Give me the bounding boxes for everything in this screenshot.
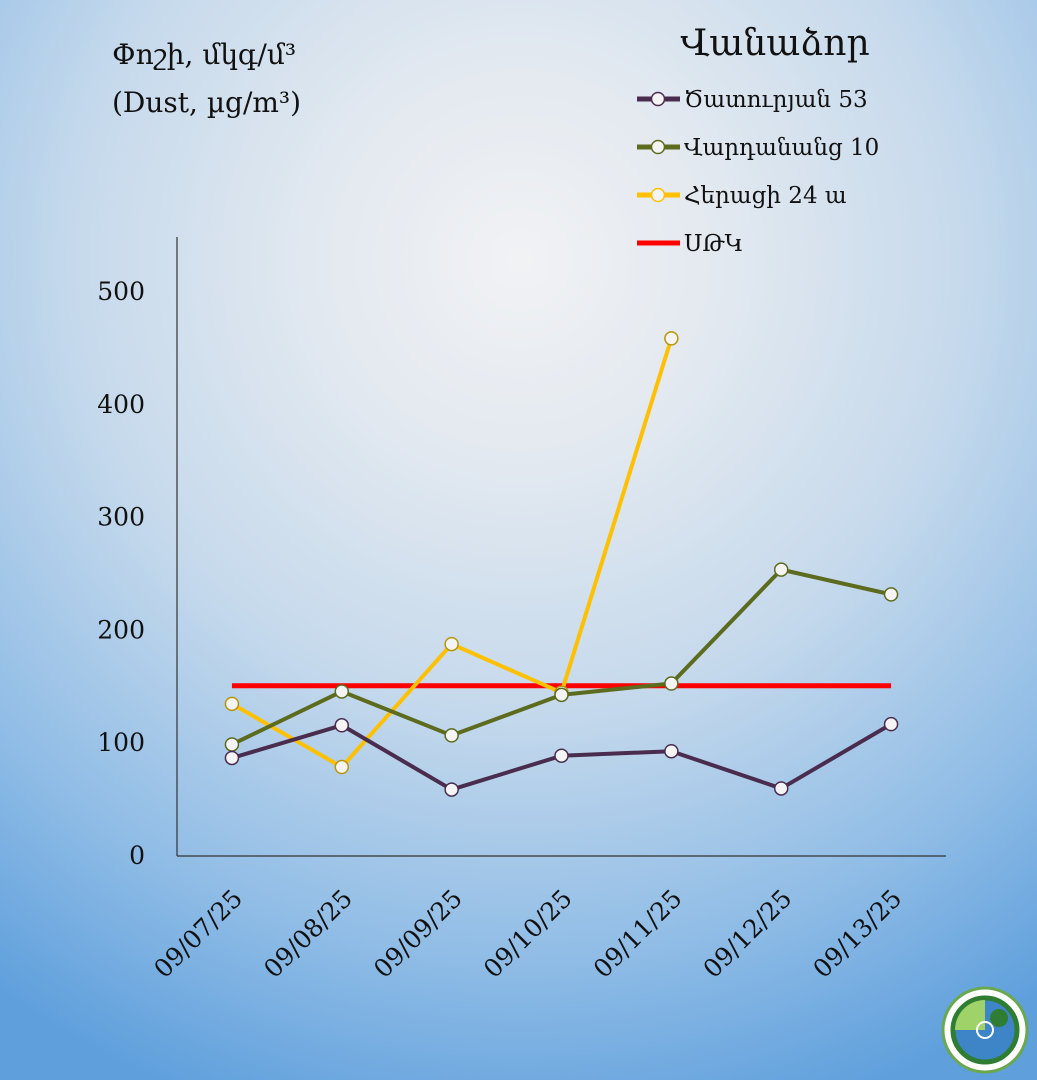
data-point xyxy=(883,587,899,602)
legend-title: Վանաձոր xyxy=(680,23,869,64)
data-point xyxy=(224,696,240,712)
data-point xyxy=(773,781,789,796)
data-point xyxy=(664,743,679,759)
y-tick-label: 400 xyxy=(97,390,145,419)
data-point xyxy=(664,331,679,346)
data-point xyxy=(224,737,240,752)
legend-label: Վարդանանց 10 xyxy=(684,135,879,161)
legend-label: ՍԹԿ xyxy=(684,231,743,257)
legend-label: Ծատուրյան 53 xyxy=(684,87,868,113)
legend-marker xyxy=(650,187,666,203)
x-tick-label: 09/07/25 xyxy=(148,884,248,984)
data-point xyxy=(444,636,459,652)
y-axis-title-english: (Dust, µg/m³) xyxy=(112,86,301,119)
data-point xyxy=(554,687,569,703)
data-point xyxy=(554,748,569,763)
data-point xyxy=(334,684,350,699)
data-point xyxy=(664,676,679,691)
data-point xyxy=(773,562,789,577)
series-line-2 xyxy=(230,337,674,770)
x-tick-label: 09/11/25 xyxy=(588,884,688,984)
legend-marker xyxy=(650,139,666,155)
x-tick-label: 09/09/25 xyxy=(368,884,468,984)
x-tick-label: 09/10/25 xyxy=(478,884,578,984)
data-point xyxy=(334,718,350,733)
y-axis-title-armenian: Փոշի, մկգ/մ³ xyxy=(112,38,296,71)
y-tick-label: 500 xyxy=(97,277,145,306)
y-tick-label: 100 xyxy=(97,728,145,757)
y-tick-label: 300 xyxy=(97,503,145,532)
x-tick-label: 09/12/25 xyxy=(698,884,798,984)
logo xyxy=(941,986,1029,1074)
y-tick-label: 0 xyxy=(129,841,145,870)
data-point xyxy=(883,716,899,732)
data-point xyxy=(224,750,240,766)
y-tick-label: 200 xyxy=(97,615,145,644)
data-point xyxy=(444,782,459,797)
data-point xyxy=(334,759,350,775)
legend-label: Հերացի 24 ա xyxy=(684,183,847,209)
data-point xyxy=(444,728,459,743)
legend-marker xyxy=(650,91,666,107)
series-line-1 xyxy=(231,567,892,747)
x-tick-label: 09/13/25 xyxy=(807,884,907,984)
x-tick-label: 09/08/25 xyxy=(258,884,358,984)
